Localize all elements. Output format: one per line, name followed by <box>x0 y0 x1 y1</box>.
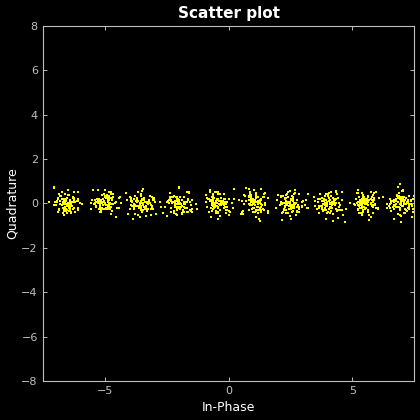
Title: Scatter plot: Scatter plot <box>178 5 280 21</box>
Y-axis label: Quadrature: Quadrature <box>5 168 18 239</box>
Channel 1 <box>213 209 218 214</box>
Channel 1 <box>398 181 403 186</box>
X-axis label: In-Phase: In-Phase <box>202 402 255 415</box>
Line: Channel 1: Channel 1 <box>48 183 417 223</box>
Channel 1 <box>333 188 339 193</box>
Channel 1 <box>322 206 327 211</box>
Channel 1 <box>110 196 115 201</box>
Channel 1 <box>398 219 403 224</box>
Channel 1 <box>397 205 402 210</box>
Channel 1 <box>211 200 216 205</box>
Channel 1 <box>68 210 74 215</box>
Channel 1 <box>275 193 280 198</box>
